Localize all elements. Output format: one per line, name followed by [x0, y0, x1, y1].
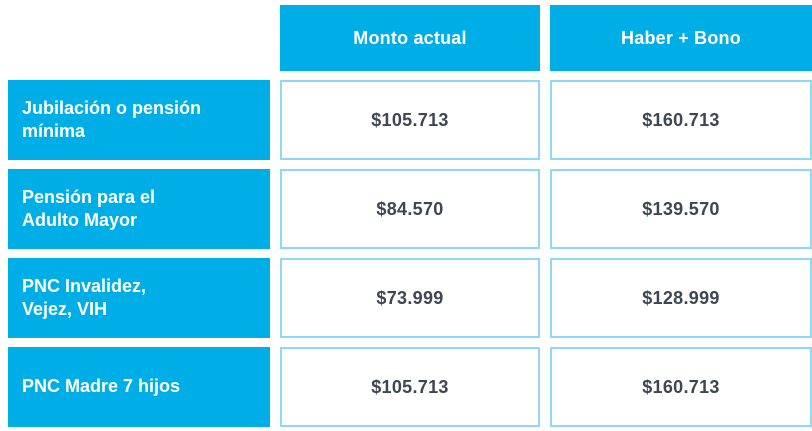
cell-pnc-invalidez-monto-actual: $73.999 — [280, 258, 540, 338]
cell-pnc-invalidez-haber-bono: $128.999 — [550, 258, 812, 338]
column-header-haber-bono: Haber + Bono — [550, 5, 812, 71]
cell-adulto-mayor-monto-actual: $84.570 — [280, 169, 540, 249]
column-header-label: Monto actual — [353, 27, 467, 48]
row-label-pnc-madre-7-hijos: PNC Madre 7 hijos — [8, 347, 270, 427]
cell-pnc-madre-monto-actual: $105.713 — [280, 347, 540, 427]
row-label-pnc-invalidez-vejez-vih: PNC Invalidez, Vejez, VIH — [8, 258, 270, 338]
cell-jubilacion-haber-bono: $160.713 — [550, 80, 812, 160]
row-label-pension-adulto-mayor: Pensión para el Adulto Mayor — [8, 169, 270, 249]
cell-pnc-madre-haber-bono: $160.713 — [550, 347, 812, 427]
row-label-jubilacion-pension-minima: Jubilación o pensión mínima — [8, 80, 270, 160]
column-header-monto-actual: Monto actual — [280, 5, 540, 71]
corner-spacer — [8, 5, 270, 71]
cell-jubilacion-monto-actual: $105.713 — [280, 80, 540, 160]
column-header-label: Haber + Bono — [621, 27, 741, 48]
cell-adulto-mayor-haber-bono: $139.570 — [550, 169, 812, 249]
